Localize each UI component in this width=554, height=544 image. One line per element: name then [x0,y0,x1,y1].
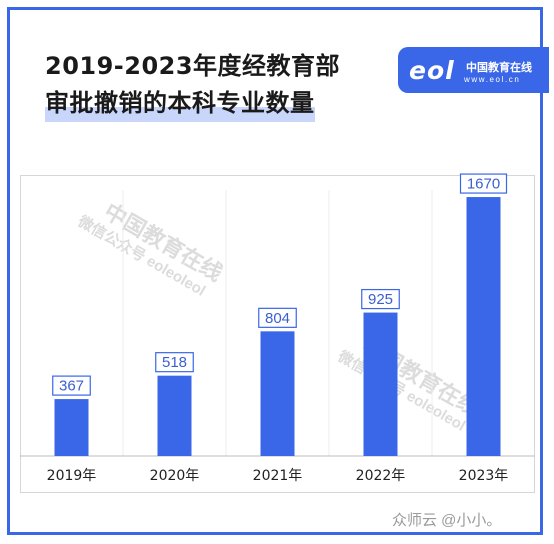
bar [54,399,89,456]
data-label: 804 [265,310,290,327]
bar [363,312,398,456]
brand-name: 中国教育在线 [466,62,532,74]
brand-logo: eol [409,56,455,85]
bar [260,331,295,456]
data-label: 367 [59,378,84,395]
chart-area [20,175,535,493]
title-line-1: 2019-2023年度经教育部 [45,52,341,80]
data-label-box [459,173,508,194]
x-tick-label: 2022年 [356,468,406,484]
chart-title: 2019-2023年度经教育部 审批撤销的本科专业数量 [45,48,340,122]
x-tick-label: 2019年 [47,468,97,484]
data-label: 925 [368,291,393,308]
brand-url: www.eol.cn [464,75,521,84]
bar [157,375,192,456]
title-line-2: 审批撤销的本科专业数量 [45,85,315,122]
data-label-box [155,352,194,373]
x-tick-label: 2020年 [150,468,200,484]
bar [466,197,501,456]
data-label-box [52,375,91,396]
data-label-box [258,307,297,328]
footer-watermark: 众师云 @小小。 [392,512,502,529]
x-tick-label: 2021年 [253,468,303,484]
data-label: 1670 [467,176,500,193]
brand-badge: eol 中国教育在线 www.eol.cn [398,47,549,93]
x-tick-label: 2023年 [459,468,509,484]
data-label: 518 [162,354,187,371]
data-label-box [361,288,400,310]
